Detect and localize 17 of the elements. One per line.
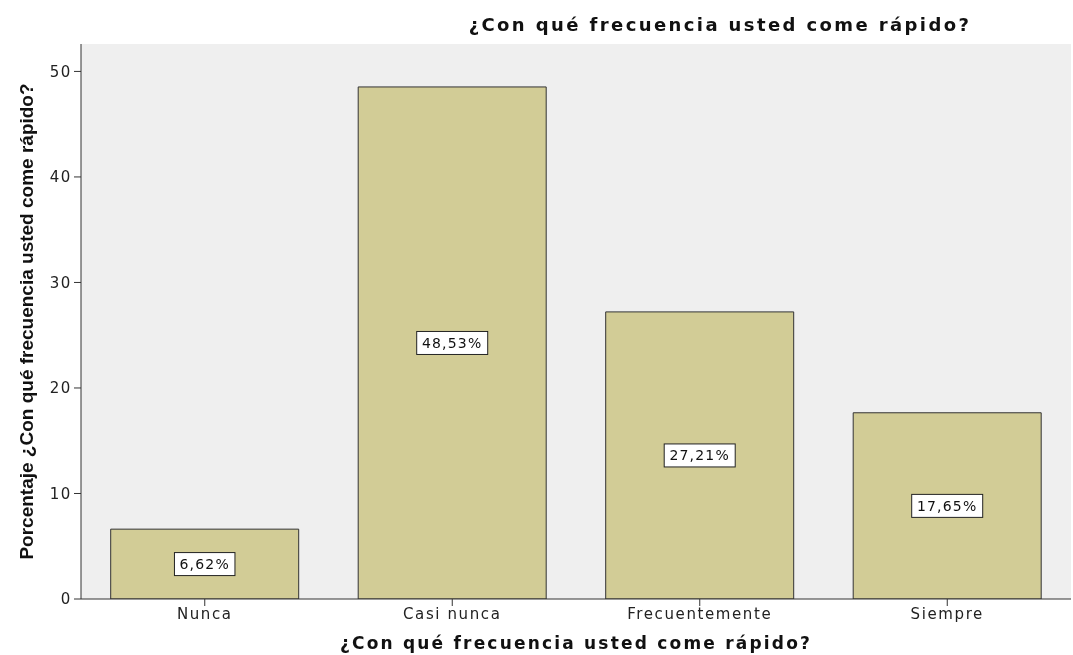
x-tick-label: Frecuentemente xyxy=(627,604,773,623)
x-tick-label: Casi nunca xyxy=(403,604,502,623)
y-tick-label: 50 xyxy=(49,62,72,81)
y-tick-label: 0 xyxy=(60,590,72,609)
x-tick-label: Nunca xyxy=(176,604,233,623)
chart-title: ¿Con qué frecuencia usted come rápido? xyxy=(467,14,973,35)
y-tick-label: 40 xyxy=(49,168,72,187)
y-axis-title: Porcentaje ¿Con qué frecuencia usted come rápido? xyxy=(16,83,37,560)
data-label: 6,62% xyxy=(179,556,230,573)
data-label: 27,21% xyxy=(669,447,730,464)
x-axis-title: ¿Con qué frecuencia usted come rápido? xyxy=(339,633,813,653)
y-tick-label: 10 xyxy=(49,484,72,503)
y-tick-label: 30 xyxy=(49,273,72,292)
data-label: 48,53% xyxy=(421,334,483,351)
x-tick-label: Siempre xyxy=(910,604,984,623)
y-tick-label: 20 xyxy=(49,379,72,398)
data-label: 17,65% xyxy=(916,497,978,514)
